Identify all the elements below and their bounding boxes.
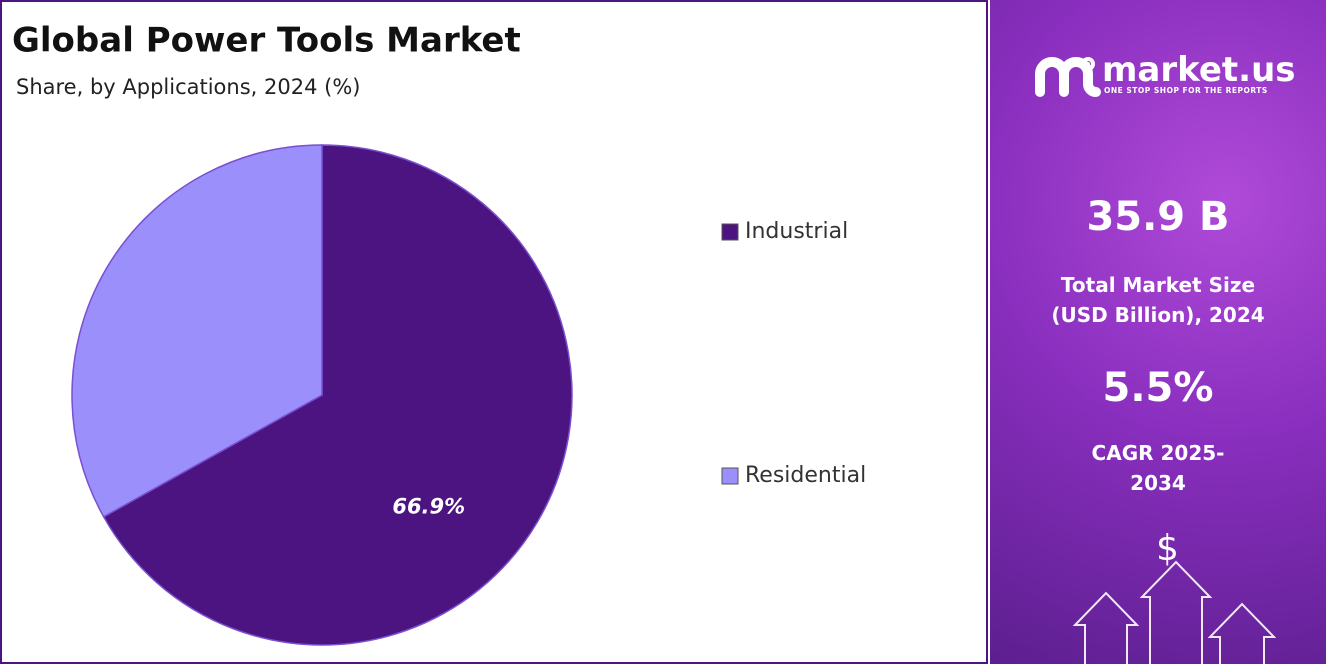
chart: Global Power Tools Market Share, by Appl… bbox=[12, 21, 866, 646]
chart-title: Global Power Tools Market bbox=[12, 21, 521, 61]
decoration bbox=[1035, 57, 1277, 664]
side-panel: market.us ONE STOP SHOP FOR THE REPORTS … bbox=[990, 0, 1326, 664]
data-label: 66.9% bbox=[392, 494, 465, 518]
pie-slice bbox=[71, 144, 323, 518]
pie-slice bbox=[102, 144, 573, 646]
chart-panel: Global Power Tools Market Share, by Appl… bbox=[0, 0, 988, 664]
logo-text: market.us bbox=[1102, 50, 1296, 90]
market-size: 35.9 B bbox=[1086, 194, 1230, 240]
cagr-label: CAGR 2025-2034 bbox=[1091, 441, 1225, 495]
arrows bbox=[1072, 560, 1277, 664]
dollar-icon: $ bbox=[1156, 528, 1179, 569]
cagr: 5.5% bbox=[1102, 365, 1214, 411]
logo-tagline: ONE STOP SHOP FOR THE REPORTS bbox=[1104, 86, 1268, 95]
market-size-label: Total Market Size (USD Billion), 2024 bbox=[1051, 273, 1265, 327]
legend-label: Residential bbox=[745, 463, 866, 488]
legend-swatch bbox=[721, 223, 739, 241]
chart-subtitle: Share, by Applications, 2024 (%) bbox=[16, 75, 360, 99]
legend-label: Industrial bbox=[745, 219, 848, 244]
legend-swatch bbox=[721, 467, 739, 485]
logo-icon bbox=[1035, 57, 1101, 97]
